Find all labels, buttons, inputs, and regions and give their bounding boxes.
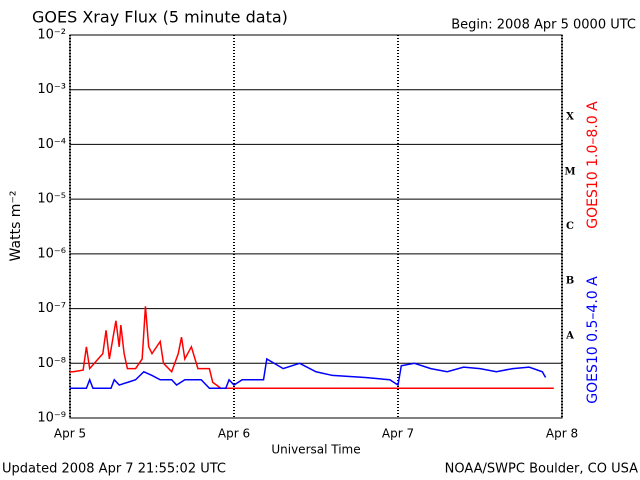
series-line (70, 306, 554, 389)
x-tick-label: Apr 5 (54, 427, 86, 441)
flare-class-label: X (566, 112, 574, 123)
y-tick-label: 10⁻³ (37, 82, 66, 97)
source-label: NOAA/SWPC Boulder, CO USA (445, 462, 638, 477)
y-tick-label: 10⁻² (37, 28, 66, 43)
flare-class-label: M (564, 166, 575, 177)
x-tick-label: Apr 7 (382, 427, 414, 441)
y-tick-label: 10⁻⁶ (37, 246, 66, 261)
legend-entry: GOES10 0.5–4.0 A (585, 276, 601, 404)
flare-class-label: C (566, 221, 574, 232)
x-tick-label: Apr 8 (546, 427, 578, 441)
y-tick-label: 10⁻⁹ (37, 411, 66, 426)
y-tick-label: 10⁻⁵ (37, 192, 66, 207)
x-tick-label: Apr 6 (218, 427, 250, 441)
x-axis-label: Universal Time (271, 443, 360, 457)
flare-class-label: A (565, 330, 574, 341)
y-axis-label: Watts m⁻² (8, 191, 24, 262)
y-tick-label: 10⁻⁴ (37, 137, 66, 152)
legend-entry: GOES10 1.0–8.0 A (585, 101, 601, 229)
updated-label: Updated 2008 Apr 7 21:55:02 UTC (2, 462, 226, 477)
begin-label: Begin: 2008 Apr 5 0000 UTC (451, 18, 636, 33)
flare-class-label: B (566, 276, 574, 287)
chart-title: GOES Xray Flux (5 minute data) (32, 8, 288, 27)
y-tick-label: 10⁻⁸ (37, 356, 66, 371)
series-line (70, 357, 547, 389)
y-tick-label: 10⁻⁷ (37, 301, 66, 316)
